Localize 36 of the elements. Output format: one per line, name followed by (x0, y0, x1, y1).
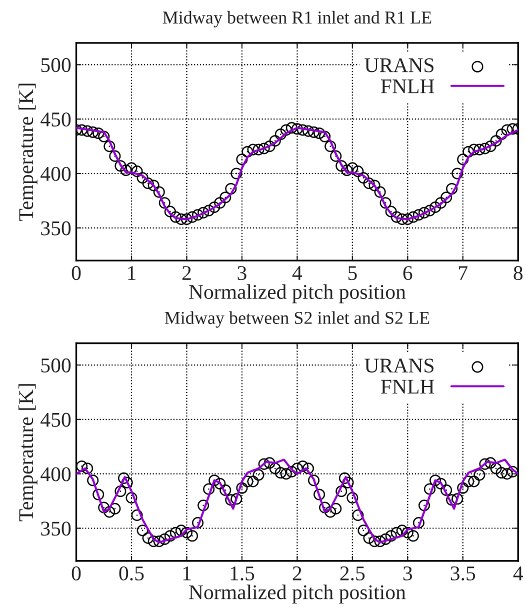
y-tick-label: 450 (40, 412, 71, 427)
x-tick-label: 1.5 (230, 566, 254, 581)
legend-label: FNLH (380, 80, 434, 94)
y-tick-label: 350 (41, 221, 71, 236)
x-tick-label: 3 (403, 566, 412, 580)
y-tick-label: 500 (41, 358, 71, 372)
x-tick-label: 1 (183, 566, 191, 580)
legend-label: URANS (364, 58, 434, 72)
legend-label: FNLH (380, 380, 434, 394)
x-tick-label: 0.5 (119, 566, 144, 581)
x-tick-label: 8 (514, 266, 523, 280)
x-tick-label: 3 (238, 266, 246, 280)
x-tick-label: 7 (459, 266, 468, 280)
y-tick-label: 450 (40, 112, 71, 127)
x-tick-label: 1 (128, 266, 136, 280)
x-tick-label: 0 (72, 566, 81, 580)
y-tick-label: 400 (40, 467, 71, 482)
y-tick-label: 400 (40, 166, 71, 181)
y-tick-label: 500 (41, 58, 71, 72)
x-tick-label: 2 (292, 566, 302, 580)
y-tick-label: 350 (41, 522, 71, 536)
x-tick-label: 0 (72, 266, 81, 280)
y-axis-title: Temperature [K] (18, 384, 38, 522)
x-tick-label: 3.5 (450, 566, 476, 581)
x-tick-label: 2 (182, 266, 191, 280)
x-axis-title: Normalized pitch position (189, 584, 406, 604)
x-axis-title: Normalized pitch position (189, 284, 406, 304)
x-tick-label: 2.5 (340, 566, 365, 581)
x-tick-label: 4 (513, 566, 523, 580)
y-axis-title: Temperature [K] (18, 84, 38, 221)
legend-label: URANS (364, 358, 434, 373)
x-tick-label: 6 (403, 266, 412, 280)
chart-title: Midway between S2 inlet and S2 LE (164, 311, 430, 328)
chart-title: Midway between R1 inlet and R1 LE (162, 10, 432, 28)
x-tick-label: 5 (348, 266, 357, 280)
x-tick-label: 4 (292, 266, 302, 280)
